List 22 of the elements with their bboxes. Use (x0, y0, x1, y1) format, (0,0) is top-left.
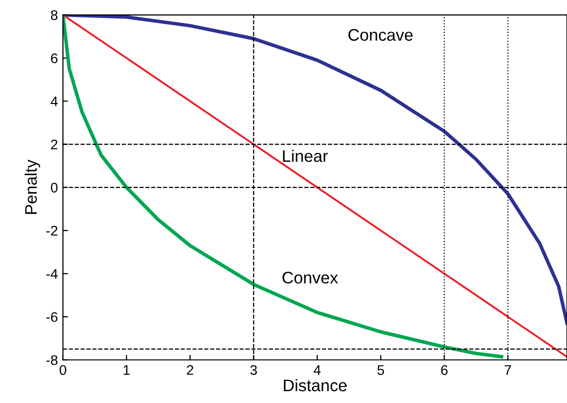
x-tick-label: 6 (441, 365, 448, 375)
y-tick-label: 2 (51, 140, 58, 150)
y-axis-title: Penalty (24, 160, 40, 214)
x-tick-label: 0 (60, 365, 66, 375)
series-label: Convex (282, 272, 338, 284)
x-axis-title: Distance (284, 379, 347, 392)
series-label: Linear (283, 150, 328, 162)
x-tick-label: 5 (377, 365, 384, 375)
y-tick-label: -8 (46, 355, 58, 366)
y-tick-label: -2 (46, 226, 58, 236)
x-tick-label: 3 (250, 365, 257, 375)
y-tick-label: 0 (50, 182, 58, 193)
y-tick-label: 8 (50, 10, 58, 20)
x-tick-label: 7 (504, 365, 512, 375)
y-tick-label: -4 (46, 269, 58, 279)
x-tick-label: 4 (314, 365, 321, 375)
x-tick-label: 2 (186, 365, 194, 375)
x-tick-label: 1 (124, 365, 130, 375)
y-tick-label: -6 (46, 312, 58, 322)
series-label: Concave (348, 29, 413, 41)
y-tick-label: 4 (50, 96, 58, 106)
y-tick-label: 6 (51, 53, 58, 64)
